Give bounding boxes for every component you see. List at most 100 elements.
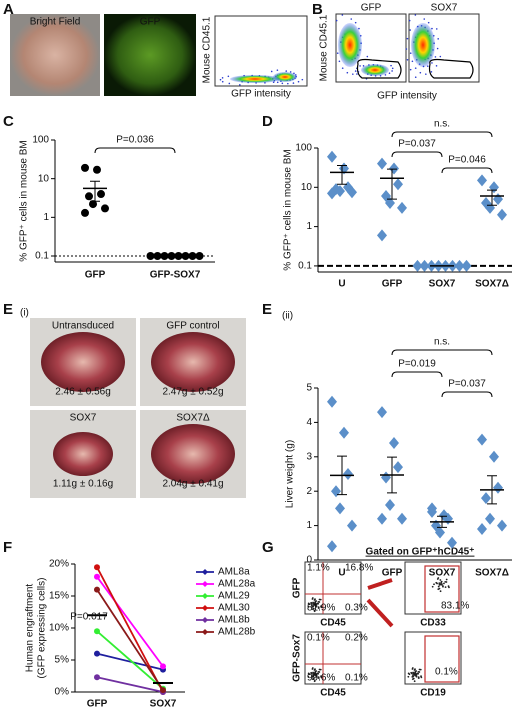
axis-label: Liver weight (g) xyxy=(285,440,296,508)
flow-dot xyxy=(319,668,322,671)
flow-dot xyxy=(315,673,318,676)
flow-dot xyxy=(285,70,288,72)
axis-label: CD19 xyxy=(420,688,446,699)
flow-dot xyxy=(311,678,314,681)
axis-label: CD33 xyxy=(420,618,446,629)
data-point xyxy=(381,471,391,484)
flow-dot xyxy=(418,671,421,673)
axis-label: GFP xyxy=(292,577,303,598)
panel-letter: E xyxy=(262,301,272,318)
flow-dot xyxy=(445,581,448,583)
flow-density xyxy=(338,23,362,67)
data-point xyxy=(454,259,465,272)
data-point xyxy=(153,252,162,261)
legend-marker xyxy=(202,581,208,587)
data-point xyxy=(393,461,403,474)
flow-dot xyxy=(412,671,415,674)
data-point xyxy=(327,187,337,200)
flow-dot xyxy=(414,668,416,671)
x-tick-label: GFP xyxy=(382,568,403,579)
data-point xyxy=(427,505,437,518)
flow-dot xyxy=(431,585,434,588)
flow-dot xyxy=(350,18,353,20)
flow-dot xyxy=(427,21,430,24)
data-point xyxy=(377,157,387,170)
data-point xyxy=(477,523,487,536)
flow-density xyxy=(411,23,435,67)
axis-label: Mouse CD45.1 xyxy=(319,14,330,81)
flow-dot xyxy=(287,82,289,85)
flow-dot xyxy=(276,69,279,71)
legend-label: AML28b xyxy=(218,627,256,638)
liver xyxy=(53,432,113,476)
flow-dot xyxy=(317,677,320,680)
flow-dot xyxy=(437,585,440,588)
data-point xyxy=(477,433,487,446)
flow-dot xyxy=(313,602,316,605)
data-point xyxy=(335,502,345,515)
data-point xyxy=(146,252,155,261)
data-point xyxy=(94,650,100,657)
data-point xyxy=(489,450,499,463)
flow-dot xyxy=(391,70,393,72)
y-tick-label: 20% xyxy=(49,559,69,570)
legend-marker xyxy=(202,605,208,611)
axis-label: (GFP expressing cells) xyxy=(37,578,48,679)
flow-dot xyxy=(415,673,418,676)
data-point xyxy=(343,468,353,480)
flow-dot xyxy=(406,58,409,61)
flow-dot xyxy=(301,78,304,81)
series-line xyxy=(96,652,164,671)
flow-dot xyxy=(314,674,317,677)
flow-dot xyxy=(338,60,341,63)
photo-weight: 2.04g ± 0.41g xyxy=(162,479,223,490)
legend-label: AML30 xyxy=(218,603,250,614)
legend-label: AML28a xyxy=(218,579,256,590)
flow-dot xyxy=(362,65,365,67)
flow-dot xyxy=(292,82,295,84)
flow-dot xyxy=(426,65,429,67)
sublabel: (i) xyxy=(20,308,29,319)
bracket xyxy=(441,391,493,398)
flow-dot xyxy=(439,55,442,58)
percent-label: 1.1% xyxy=(307,563,330,574)
flow-dot xyxy=(310,671,313,674)
photo-weight: 2.47g ± 0.52g xyxy=(162,387,223,398)
data-point xyxy=(393,178,403,191)
flow-dot xyxy=(417,672,420,675)
image-label: Bright Field xyxy=(30,17,81,28)
panel-letter: A xyxy=(3,1,14,18)
flow-dot xyxy=(435,65,438,67)
data-point xyxy=(485,512,495,525)
flow-dot xyxy=(307,672,310,675)
data-point xyxy=(489,181,499,194)
data-point xyxy=(389,162,399,175)
flow-dot xyxy=(356,73,358,75)
y-tick-label: 1 xyxy=(43,212,49,223)
data-point xyxy=(195,252,204,261)
flow-dot xyxy=(414,76,417,78)
flow-dot xyxy=(317,607,320,610)
flow-dot xyxy=(413,680,416,683)
error-bar xyxy=(90,180,100,202)
flow-dot xyxy=(307,675,310,678)
data-point xyxy=(85,192,93,201)
flow-dot xyxy=(307,605,310,608)
p-value: P=0.037 xyxy=(448,379,486,390)
flow-dot xyxy=(320,676,323,679)
data-point xyxy=(477,174,487,187)
flow-dot xyxy=(221,77,224,79)
data-point xyxy=(385,196,395,209)
y-tick-label: 0 xyxy=(306,555,312,566)
data-point xyxy=(327,395,337,408)
data-point xyxy=(347,519,357,532)
x-tick-label: SOX7Δ xyxy=(475,568,509,579)
flow-dot xyxy=(315,670,318,672)
panel-letter: E xyxy=(3,301,13,318)
percent-label: 99.6% xyxy=(307,673,335,684)
flow-dot xyxy=(414,674,417,677)
flow-dot xyxy=(431,27,433,30)
flow-dot xyxy=(317,672,320,675)
flow-dot xyxy=(219,78,222,81)
